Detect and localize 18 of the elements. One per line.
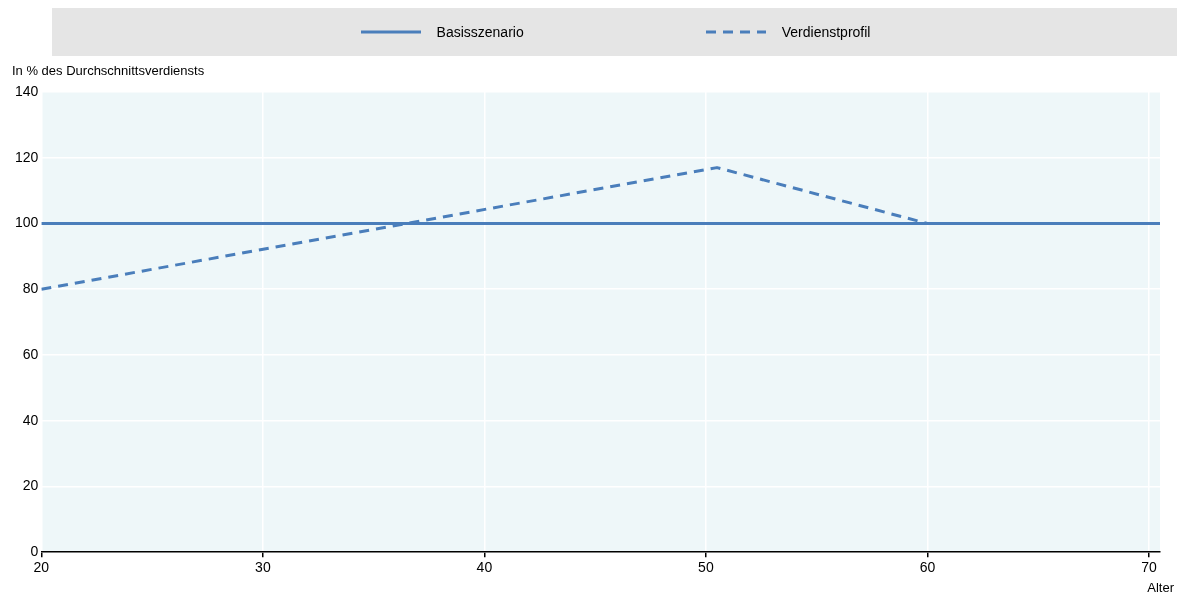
y-tick-label: 80	[22, 280, 39, 297]
y-tick-label: 40	[22, 411, 39, 428]
y-tick-label: 120	[15, 148, 39, 165]
legend-label: Basisszenario	[436, 24, 524, 40]
x-tick-label: 30	[255, 559, 271, 576]
y-tick-label: 140	[15, 82, 39, 99]
x-tick-label: 20	[33, 559, 50, 576]
y-tick-label: 0	[30, 543, 39, 560]
x-axis-title: Alter	[1147, 580, 1175, 596]
x-tick-label: 60	[919, 559, 936, 576]
y-axis-title: In % des Durchschnittsverdiensts	[12, 63, 205, 79]
x-tick-label: 70	[1141, 559, 1157, 576]
y-tick-label: 60	[22, 345, 39, 362]
x-tick-label: 40	[476, 559, 493, 576]
x-tick-label: 50	[698, 559, 714, 576]
y-tick-label: 20	[22, 477, 39, 494]
legend-label: Verdienstprofil	[781, 24, 871, 40]
y-tick-label: 100	[15, 214, 39, 231]
